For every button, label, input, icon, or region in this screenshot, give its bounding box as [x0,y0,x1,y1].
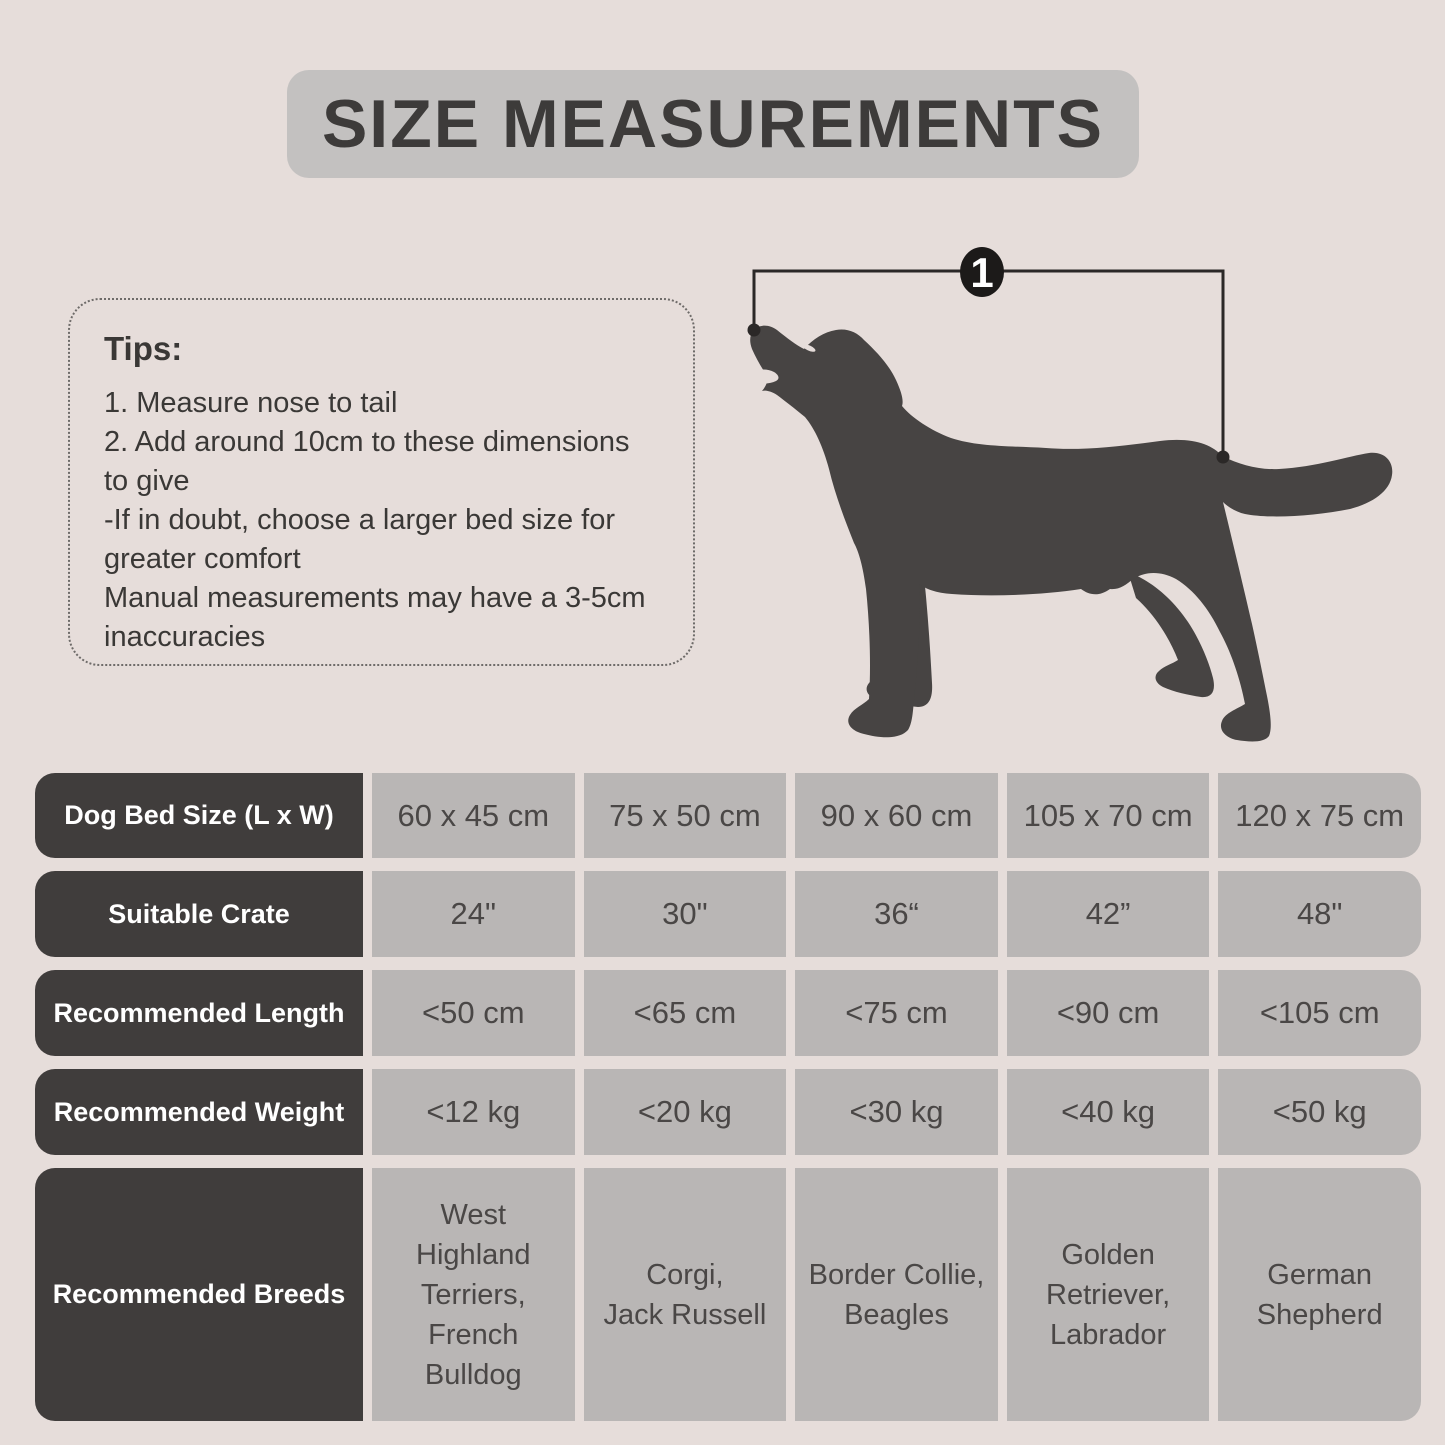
table-cell-breeds-1: West Highland Terriers, French Bulldog [372,1168,575,1421]
tips-line: 1. Measure nose to tail [104,387,398,419]
table-cell-weight-3: <30 kg [795,1069,998,1155]
table-cell-length-2: <65 cm [583,970,787,1056]
measurement-endpoint-nose [747,323,761,337]
table-cell-weight-1: <12 kg [372,1069,575,1155]
tips-line: -If in doubt, choose a larger bed size f… [104,504,616,536]
table-cell-crate-2: 30" [583,871,787,957]
row-header-breeds: Recommended Breeds [35,1168,363,1421]
table-cell-crate-3: 36“ [795,871,998,957]
table-cell-crate-1: 24" [372,871,575,957]
row-header-bed-size: Dog Bed Size (L x W) [35,773,363,858]
dog-measurement-diagram: 1 [747,247,1393,742]
table-cell-crate-4: 42” [1006,871,1210,957]
table-cell-weight-4: <40 kg [1006,1069,1210,1155]
row-header-crate: Suitable Crate [35,871,363,957]
table-cell-bed-size-5: 120 x 75 cm [1218,773,1421,858]
table-cell-weight-5: <50 kg [1218,1069,1421,1155]
measurement-marker-number: 1 [970,249,993,296]
table-cell-length-4: <90 cm [1006,970,1210,1056]
dog-silhouette-group [749,325,1393,742]
table-cell-length-5: <105 cm [1218,970,1421,1056]
tips-line: inaccuracies [104,621,266,653]
row-header-weight: Recommended Weight [35,1069,363,1155]
table-cell-bed-size-2: 75 x 50 cm [583,773,787,858]
page-title: SIZE MEASUREMENTS [321,86,1105,162]
table-cell-breeds-3: Border Collie, Beagles [795,1168,998,1421]
tips-line: 2. Add around 10cm to these dimensions [104,426,630,458]
measurement-endpoint-tail [1216,450,1230,464]
tips-line: greater comfort [104,543,301,575]
tips-line: to give [104,465,190,497]
tips-heading: Tips: [104,330,183,367]
table-cell-bed-size-1: 60 x 45 cm [372,773,575,858]
measurement-marker-badge [960,247,1004,297]
size-table: Dog Bed Size (L x W) 60 x 45 cm 75 x 50 … [35,773,1421,1421]
table-cell-weight-2: <20 kg [583,1069,787,1155]
row-header-length: Recommended Length [35,970,363,1056]
dog-eye [802,344,816,352]
title-banner: SIZE MEASUREMENTS [287,70,1139,178]
table-cell-bed-size-3: 90 x 60 cm [795,773,998,858]
table-cell-breeds-2: Corgi, Jack Russell [583,1168,787,1421]
dog-far-rear-leg-shape [1128,572,1214,698]
table-cell-length-3: <75 cm [795,970,998,1056]
tips-panel: Tips: 1. Measure nose to tail 2. Add aro… [68,298,695,666]
tips-line: Manual measurements may have a 3-5cm [104,582,646,614]
table-cell-bed-size-4: 105 x 70 cm [1006,773,1210,858]
table-cell-crate-5: 48" [1218,871,1421,957]
dog-mouth-opening [749,369,779,384]
table-cell-breeds-4: Golden Retriever, Labrador [1006,1168,1210,1421]
table-cell-length-1: <50 cm [372,970,575,1056]
table-cell-breeds-5: German Shepherd [1218,1168,1421,1421]
dog-body-shape [750,325,1393,742]
